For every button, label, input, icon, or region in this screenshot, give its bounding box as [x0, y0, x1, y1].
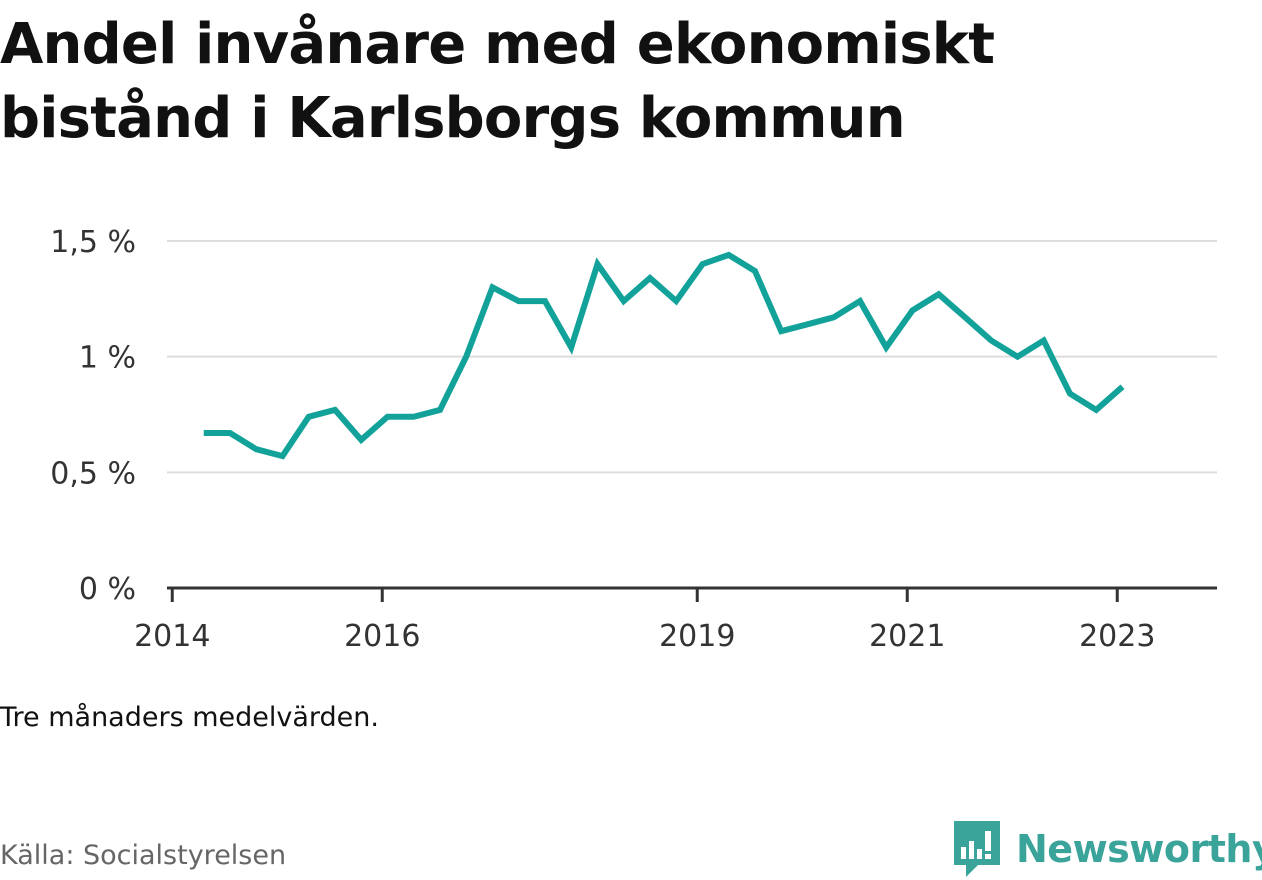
x-tick-label: 2014: [134, 619, 210, 654]
chart-note: Tre månaders medelvärden.: [0, 702, 379, 733]
grid-lines: [167, 240, 1217, 474]
y-tick-label: 0 %: [79, 572, 136, 607]
brand-name: Newsworthy: [1016, 827, 1262, 871]
y-tick-label: 1 %: [79, 341, 136, 376]
y-axis-tick-labels: 0 % 0,5 % 1 % 1,5 %: [50, 225, 136, 607]
y-tick-label: 1,5 %: [50, 225, 136, 260]
brand-logo[interactable]: Newsworthy: [952, 818, 1262, 880]
x-tick-label: 2019: [659, 619, 735, 654]
x-tick-label: 2023: [1079, 619, 1155, 654]
y-tick-label: 0,5 %: [50, 456, 136, 491]
x-tick-label: 2021: [869, 619, 945, 654]
chart-title: Andel invånare med ekonomiskt bistånd i …: [0, 12, 995, 151]
series-line: [203, 251, 1125, 460]
x-tick-label: 2016: [344, 619, 420, 654]
newsworthy-logo-icon: [954, 821, 1000, 877]
source-label: Källa: Socialstyrelsen: [0, 840, 287, 871]
series-layer: [203, 251, 1125, 460]
x-axis-ticks: 2014 2016 2019 2021 2023: [134, 588, 1155, 654]
line-chart: 0 % 0,5 % 1 % 1,5 % 2014 2016 2019 2021 2023: [50, 225, 1217, 654]
